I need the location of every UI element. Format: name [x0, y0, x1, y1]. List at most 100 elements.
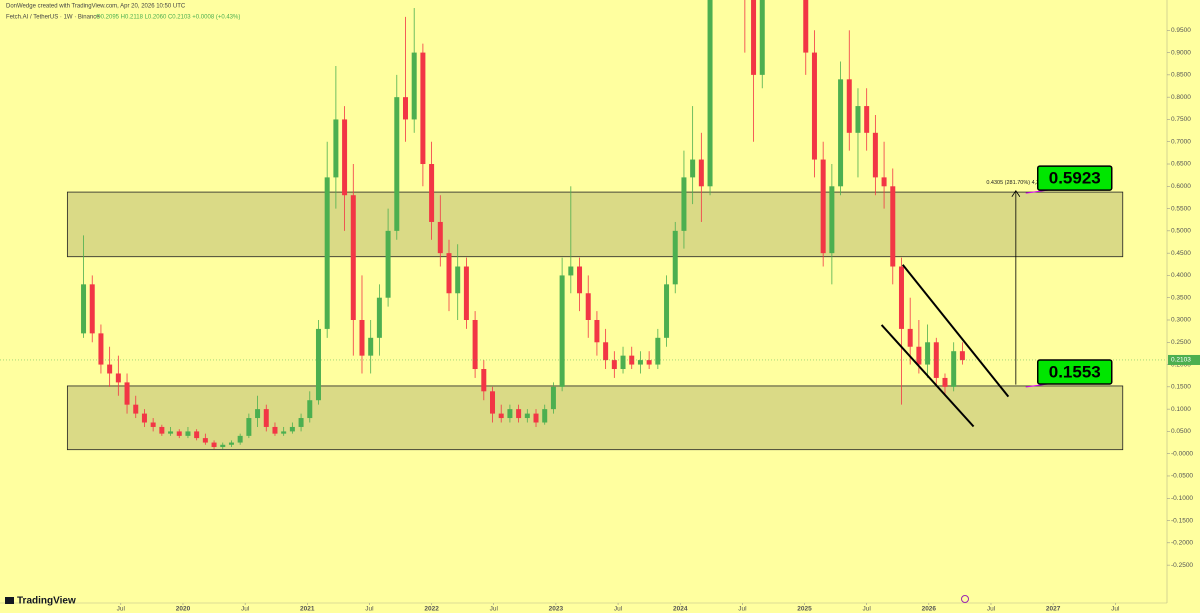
x-tick-label: 2021	[300, 606, 315, 613]
legend-values: O0.2095 H0.2118 L0.2060 C0.2103 +0.0008 …	[96, 15, 240, 21]
candle-body	[272, 426, 278, 434]
candle-body	[620, 355, 626, 370]
candle-body	[350, 195, 356, 320]
candle-body	[159, 426, 165, 434]
y-tick-label: 0.6000	[1171, 183, 1191, 190]
x-tick-label: Jul	[1111, 606, 1120, 613]
candle-body	[141, 413, 147, 423]
candle-body	[872, 132, 878, 178]
candle-body	[228, 442, 234, 445]
candle-body	[803, 0, 809, 53]
x-tick-label: 2025	[797, 606, 812, 613]
candle-body	[333, 119, 339, 178]
candle-body	[542, 409, 548, 423]
x-tick-label: Jul	[614, 606, 623, 613]
header: DonWedge created with TradingView.com, A…	[6, 4, 186, 10]
symbol: Fetch.AI / TetherUS · 1W · Binance	[6, 15, 100, 21]
x-tick-label: Jul	[117, 606, 126, 613]
x-tick-label: 2020	[176, 606, 191, 613]
candle-body	[281, 431, 287, 434]
candle-body	[446, 253, 452, 294]
y-tick-label: 0.8000	[1171, 94, 1191, 101]
candle-body	[385, 230, 391, 298]
candle-body	[890, 186, 896, 267]
candle-body	[289, 426, 295, 432]
trend-line	[901, 264, 1010, 398]
candle-body	[751, 0, 757, 75]
candle-body	[594, 319, 600, 343]
candle-body	[637, 360, 643, 365]
y-tick-label: 0.3500	[1171, 294, 1191, 301]
candle-body	[342, 119, 348, 196]
candle-body	[707, 0, 713, 187]
candle-body	[698, 159, 704, 187]
candle-body	[429, 164, 435, 222]
trend-line	[880, 324, 975, 428]
y-tick-label: 0.7500	[1171, 116, 1191, 123]
candle-body	[507, 409, 513, 419]
x-tick-label: 2022	[424, 606, 439, 613]
candle-body	[394, 97, 400, 231]
candle-body	[98, 333, 104, 365]
candle-body	[664, 284, 670, 338]
candle-body	[820, 159, 826, 254]
candle-body	[759, 0, 765, 75]
candle-body	[420, 52, 426, 165]
y-tick-label: -0.0000	[1171, 450, 1193, 457]
candle-body	[324, 177, 330, 329]
y-tick-label: 0.1500	[1171, 384, 1191, 391]
candle-body	[255, 409, 261, 419]
y-tick-label: 0.2500	[1171, 339, 1191, 346]
candle-body	[237, 435, 243, 443]
candle-body	[516, 409, 522, 419]
y-tick-label: -0.1500	[1171, 517, 1193, 524]
zone-label-box	[1036, 165, 1113, 191]
y-tick-label: 0.7000	[1171, 138, 1191, 145]
candle-body	[376, 297, 382, 338]
y-tick-label: 0.4500	[1171, 250, 1191, 257]
candle-body	[107, 364, 113, 374]
candle-body	[263, 409, 269, 427]
y-tick-label: 0.9500	[1171, 27, 1191, 34]
candle-body	[455, 266, 461, 294]
y-tick-label: -0.2500	[1171, 562, 1193, 569]
candle-body	[690, 159, 696, 178]
y-tick-label: 0.5000	[1171, 228, 1191, 235]
candle-body	[855, 106, 861, 133]
candle-body	[646, 360, 652, 365]
candle-body	[550, 386, 556, 410]
y-tick-label: 0.4000	[1171, 272, 1191, 279]
candle-body	[925, 342, 931, 365]
candle-body	[846, 79, 852, 133]
candle-body	[559, 275, 565, 387]
candle-body	[811, 52, 817, 160]
candle-body	[168, 431, 174, 434]
candle-body	[359, 319, 365, 356]
candle-body	[202, 438, 208, 443]
zone	[66, 191, 1124, 258]
candle-body	[246, 418, 252, 436]
last-price-box	[1168, 354, 1200, 365]
x-tick-label: Jul	[738, 606, 747, 613]
candle-body	[629, 355, 635, 365]
candle-body	[185, 431, 191, 436]
candle-body	[681, 177, 687, 231]
zone-label: 0.1553	[1049, 362, 1101, 381]
candle-body	[411, 52, 417, 120]
y-tick-label: 0.5500	[1171, 205, 1191, 212]
y-tick-label: -0.2000	[1171, 540, 1193, 547]
candle-body	[951, 351, 957, 387]
y-tick-label: 0.8500	[1171, 72, 1191, 79]
candle-body	[307, 400, 313, 419]
last-price-label: 0.2103	[1171, 357, 1191, 364]
candle-body	[655, 337, 661, 365]
candle-body	[115, 373, 121, 383]
y-tick-label: 0.0500	[1171, 428, 1191, 435]
y-tick-label: 0.3000	[1171, 317, 1191, 324]
x-tick-label: 2023	[549, 606, 564, 613]
candle-body	[568, 266, 574, 276]
zone-label: 0.5923	[1049, 169, 1101, 188]
x-tick-label: 2024	[673, 606, 688, 613]
candle-body	[89, 284, 95, 334]
y-tick-label: -0.0500	[1171, 473, 1193, 480]
